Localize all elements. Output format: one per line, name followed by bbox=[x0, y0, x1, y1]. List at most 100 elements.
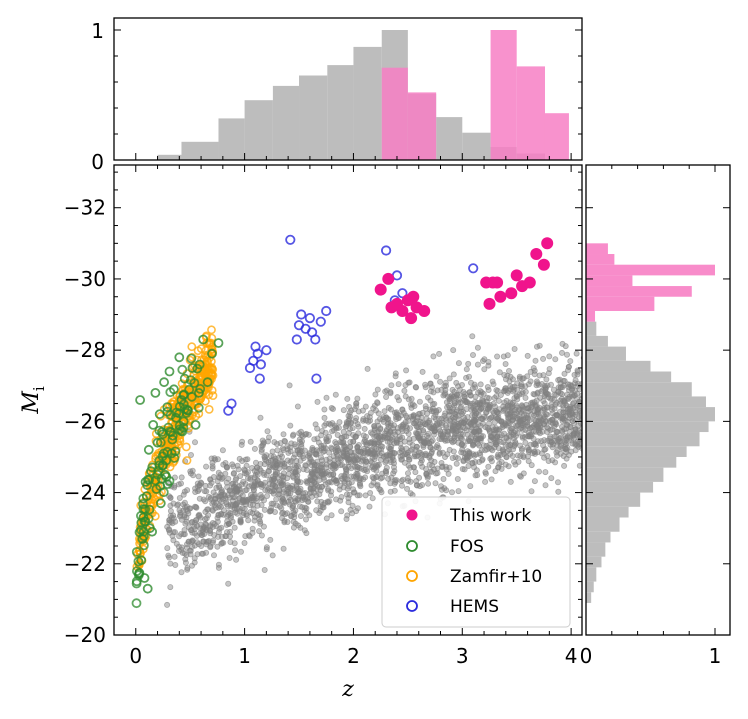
background-point bbox=[251, 445, 258, 452]
background-point bbox=[308, 481, 315, 488]
background-point bbox=[506, 378, 513, 385]
background-point bbox=[400, 421, 407, 428]
background-point bbox=[312, 421, 319, 428]
fos-point bbox=[154, 460, 165, 471]
background-point bbox=[354, 444, 361, 451]
background-point bbox=[271, 439, 278, 446]
background-point bbox=[484, 383, 491, 390]
background-point bbox=[248, 482, 255, 489]
background-point bbox=[352, 433, 359, 440]
this-work-point bbox=[541, 237, 554, 250]
background-point bbox=[542, 446, 549, 453]
background-point bbox=[537, 416, 544, 423]
background-point bbox=[243, 512, 250, 519]
fos-point bbox=[207, 348, 217, 359]
background-point bbox=[201, 488, 208, 495]
background-point bbox=[339, 475, 346, 482]
background-point bbox=[261, 567, 268, 574]
background-point bbox=[562, 445, 569, 452]
y-tick-label: −24 bbox=[64, 481, 106, 505]
background-point bbox=[258, 448, 265, 455]
this-work-point bbox=[523, 276, 536, 289]
background-point bbox=[348, 473, 355, 480]
background-point bbox=[226, 494, 233, 501]
background-point bbox=[387, 406, 394, 413]
right-hist-bar-gray bbox=[586, 531, 611, 543]
background-point bbox=[314, 398, 321, 405]
background-point bbox=[362, 492, 369, 499]
background-point bbox=[186, 547, 193, 554]
background-point bbox=[531, 391, 538, 398]
background-point bbox=[342, 463, 349, 470]
top-hist-bar-gray bbox=[353, 46, 382, 160]
y-tick-label: −26 bbox=[64, 409, 106, 433]
background-point bbox=[436, 350, 443, 357]
background-point bbox=[490, 381, 497, 388]
background-point bbox=[371, 426, 378, 433]
background-point bbox=[335, 424, 342, 431]
background-point bbox=[413, 478, 420, 485]
background-point bbox=[261, 453, 268, 460]
background-point bbox=[178, 474, 185, 481]
background-point bbox=[537, 394, 544, 401]
background-point bbox=[264, 428, 271, 435]
right-hist-bar-gray bbox=[586, 517, 620, 532]
background-point bbox=[542, 482, 549, 489]
background-point bbox=[465, 360, 472, 367]
background-point bbox=[411, 453, 418, 460]
background-point bbox=[495, 397, 502, 404]
background-point bbox=[561, 462, 568, 469]
background-point bbox=[469, 351, 476, 358]
background-point bbox=[531, 478, 538, 485]
background-point bbox=[576, 462, 582, 469]
right-hist-bar-pink bbox=[586, 243, 608, 255]
top-hist-bar-gray bbox=[327, 65, 354, 160]
background-point bbox=[451, 434, 458, 441]
background-point bbox=[194, 551, 201, 558]
background-point bbox=[285, 490, 292, 497]
background-point bbox=[403, 367, 410, 374]
background-point bbox=[171, 553, 178, 560]
background-point bbox=[467, 483, 474, 490]
background-point bbox=[474, 344, 481, 351]
background-point bbox=[338, 493, 345, 500]
fos-point bbox=[135, 395, 146, 405]
background-point bbox=[210, 473, 217, 480]
background-point bbox=[568, 437, 575, 444]
right-hist-tick-1: 1 bbox=[709, 644, 722, 668]
background-point bbox=[550, 386, 557, 393]
background-point bbox=[518, 447, 525, 454]
background-point bbox=[345, 417, 352, 424]
background-point bbox=[494, 387, 501, 394]
background-point bbox=[528, 462, 535, 469]
background-point bbox=[253, 510, 260, 517]
background-point bbox=[247, 438, 254, 445]
background-point bbox=[362, 433, 369, 440]
background-point bbox=[522, 394, 529, 401]
background-point bbox=[281, 437, 288, 444]
fos-point bbox=[184, 384, 195, 395]
background-point bbox=[563, 440, 570, 447]
background-point bbox=[419, 419, 426, 426]
background-point bbox=[324, 498, 331, 505]
background-point bbox=[514, 421, 521, 428]
background-point bbox=[209, 506, 216, 513]
fos-point bbox=[190, 419, 201, 430]
right-hist-bar-gray bbox=[586, 481, 654, 493]
right-hist-bar-gray bbox=[586, 321, 597, 336]
background-point bbox=[500, 447, 507, 454]
fos-point bbox=[138, 493, 149, 504]
right-hist-bar-gray bbox=[586, 567, 597, 582]
background-point bbox=[444, 451, 451, 458]
this-work-points bbox=[374, 237, 554, 325]
top-histogram-frame bbox=[113, 17, 583, 161]
background-point bbox=[564, 433, 571, 440]
background-point bbox=[383, 464, 390, 471]
background-point bbox=[245, 517, 252, 524]
background-point bbox=[366, 503, 373, 510]
background-point bbox=[374, 386, 381, 393]
this-work-point bbox=[405, 312, 418, 325]
background-point bbox=[237, 518, 244, 525]
legend-marker-this-work bbox=[406, 509, 418, 521]
fos-point bbox=[164, 366, 175, 377]
